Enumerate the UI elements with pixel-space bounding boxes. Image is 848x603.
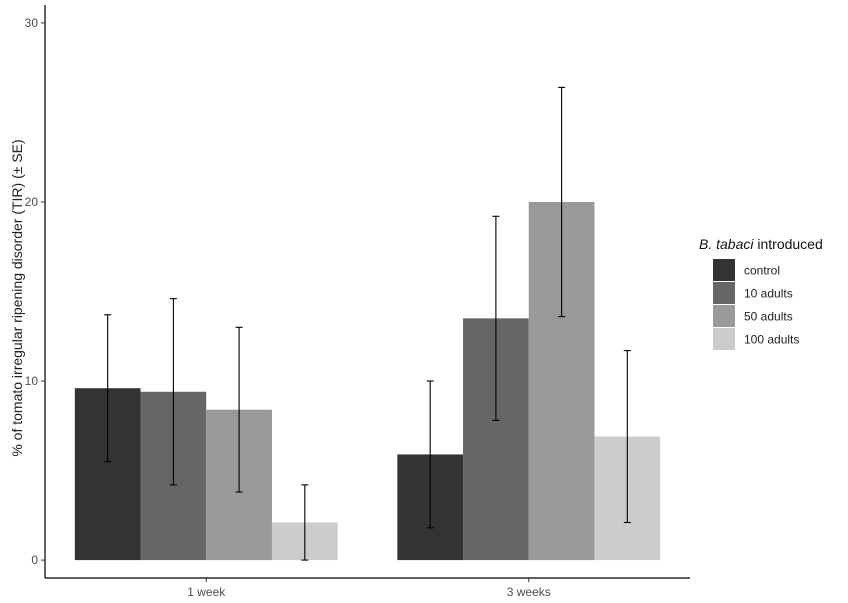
y-tick-label: 30 [25,16,39,30]
legend-key [713,328,735,350]
x-tick-label: 1 week [187,585,226,599]
legend-key [713,282,735,304]
legend-title-rest: introduced [753,236,822,252]
legend-label: control [744,264,780,278]
legend-items: control 10 adults 50 adults 100 adults [713,259,799,350]
y-tick-label: 20 [25,195,39,209]
y-tick-label: 10 [25,374,39,388]
y-tick-label: 0 [31,553,38,567]
legend-label: 10 adults [744,287,793,301]
legend-key [713,259,735,281]
plot-area: 0 10 20 30 1 week 3 weeks [25,5,690,599]
legend-title-species: B. tabaci [699,236,754,252]
legend: B. tabaci introduced control 10 adults 50 … [699,236,823,350]
legend-title: B. tabaci introduced [699,236,823,252]
y-axis-title: % of tomato irregular ripening disorder … [9,139,25,456]
x-tick-label: 3 weeks [507,585,551,599]
legend-key [713,305,735,327]
legend-label: 50 adults [744,310,793,324]
legend-label: 100 adults [744,333,799,347]
